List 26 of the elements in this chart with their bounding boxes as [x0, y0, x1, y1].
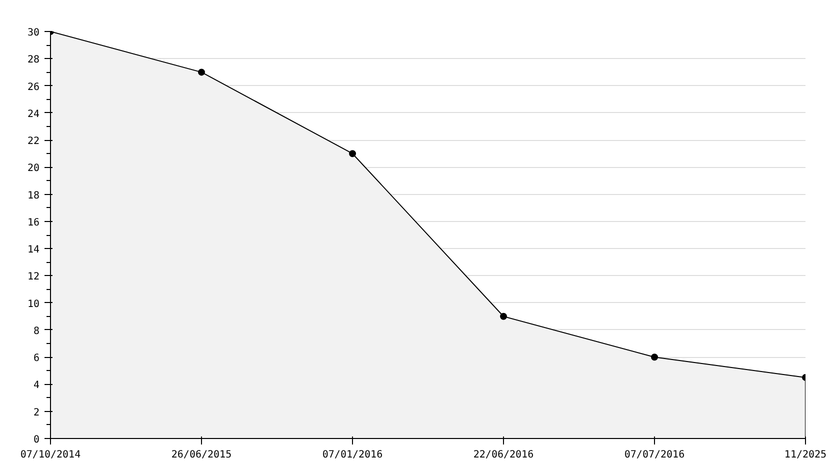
y-tick-label: 18 — [27, 190, 40, 202]
y-tick-label: 0 — [33, 434, 40, 446]
y-tick-label: 12 — [27, 272, 40, 283]
y-tick-label: 26 — [27, 82, 40, 93]
point — [500, 312, 507, 320]
y-tick-label: 24 — [27, 108, 40, 120]
point — [349, 150, 356, 158]
point — [198, 68, 205, 76]
y-tick-label: 28 — [27, 54, 40, 66]
x-tick-label: 11/2025 — [784, 450, 827, 460]
y-tick-label: 14 — [27, 244, 40, 256]
point — [651, 354, 658, 361]
x-tick-label: 07/01/2016 — [322, 450, 383, 460]
y-tick-label: 8 — [33, 326, 40, 337]
y-tick-label: 20 — [27, 163, 40, 174]
x-tick-label: 22/06/2016 — [473, 450, 534, 460]
y-tick-label: 2 — [33, 407, 40, 418]
y-tick-label: 4 — [33, 380, 40, 392]
x-tick-label: 26/06/2015 — [171, 450, 232, 460]
x-tick-label: 07/10/2014 — [20, 450, 81, 460]
y-tick-label: 30 — [27, 28, 40, 38]
y-tick-label: 10 — [27, 298, 40, 310]
y-tick-label: 6 — [33, 353, 40, 364]
y-tick-label: 16 — [27, 217, 40, 228]
y-tick-label: 22 — [27, 136, 40, 148]
x-tick-label: 07/07/2016 — [624, 450, 685, 460]
